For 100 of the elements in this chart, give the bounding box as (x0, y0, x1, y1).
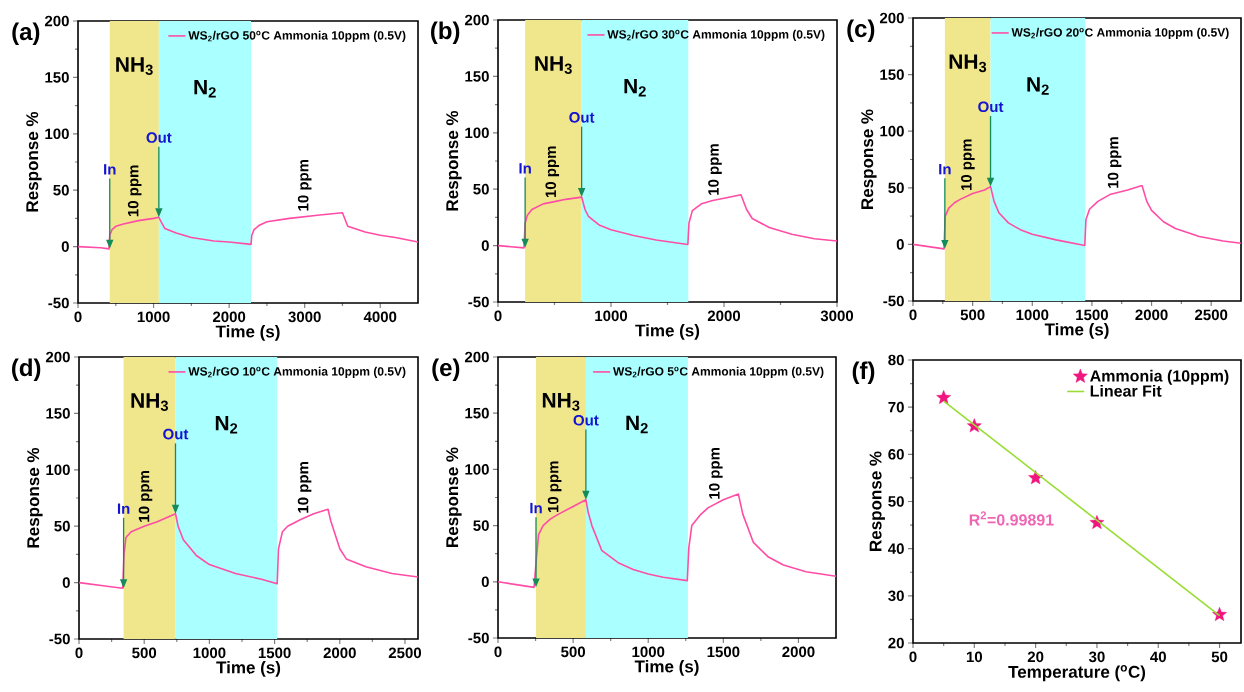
x-tick-label: 1500 (258, 647, 291, 659)
legend-label: Linear Fit (1090, 384, 1162, 397)
y-tick-label: -50 (49, 633, 70, 645)
x-tick-label: 500 (132, 647, 157, 659)
x-tick-label: 0 (909, 651, 917, 663)
y-tick-label: 100 (46, 464, 70, 476)
chart-title: (a) (12, 22, 40, 45)
band-label: NH$_{3}$ (116, 57, 153, 75)
annotation: R$^{2}$=0.99891 (969, 511, 1054, 526)
point (936, 390, 951, 404)
y-tick-label: 80 (888, 354, 904, 366)
y-axis-title: Response % (27, 447, 43, 548)
x-tick-label: 0 (494, 310, 502, 322)
annotation: Out (978, 101, 1004, 113)
y-axis-title: Response % (446, 447, 462, 547)
y-tick-label: 40 (888, 543, 904, 554)
legend-label: Ammonia (10ppm) (1090, 369, 1229, 385)
band-label: N$_{2}$ (1027, 77, 1049, 95)
x-tick-label: 2000 (212, 311, 246, 323)
y-tick-label: 150 (465, 407, 489, 419)
y-tick-label: 0 (481, 240, 489, 251)
y-axis-title: Response % (869, 451, 885, 551)
annotation: In (104, 164, 116, 175)
x-axis-title: Temperature ($^{o}$C) (1008, 665, 1146, 682)
annotation: In (117, 503, 130, 514)
x-axis-title: Time (s) (1044, 323, 1109, 339)
y-tick-label: -50 (48, 297, 69, 309)
annotation: In (939, 164, 951, 175)
annotation: In (530, 502, 542, 514)
x-tick-label: 1000 (137, 311, 170, 323)
y-tick-label: 0 (896, 239, 904, 250)
x-tick-label: 3000 (820, 310, 854, 322)
band-label: NH$_{3}$ (542, 393, 580, 411)
x-tick-label: 3000 (288, 311, 321, 323)
x-tick-label: 0 (75, 647, 83, 659)
x-tick-label: 2000 (782, 646, 815, 658)
x-tick-label: 1000 (1016, 309, 1049, 321)
x-tick-label: 0 (74, 311, 82, 323)
y-tick-label: 0 (61, 241, 69, 252)
annotation: 10 ppm (961, 139, 975, 191)
y-tick-label: 200 (45, 351, 70, 363)
y-tick-label: 150 (465, 71, 489, 82)
legend-label: WS$_{2}$/rGO 20$^{o}$C Ammonia 10ppm (0.5V) (1011, 27, 1229, 40)
band-label: N$_{2}$ (624, 78, 646, 97)
x-tick-label: 10 (966, 651, 983, 663)
x-axis-title: Time (s) (216, 661, 281, 677)
y-tick-label: 100 (465, 464, 489, 475)
annotation: 10 ppm (545, 146, 560, 198)
x-tick-label: 1000 (193, 647, 226, 659)
y-tick-label: 50 (888, 182, 904, 194)
x-tick-label: 50 (1211, 651, 1228, 663)
y-tick-label: -50 (468, 632, 489, 644)
x-tick-label: 2500 (388, 647, 422, 659)
x-tick-label: 2000 (707, 310, 741, 322)
y-tick-label: 200 (44, 15, 69, 27)
y-tick-label: 100 (45, 128, 69, 140)
x-axis-title: Time (s) (634, 660, 699, 676)
y-tick-label: 50 (473, 183, 489, 195)
annotation: 10 ppm (547, 461, 562, 513)
band-label: N$_{2}$ (626, 415, 648, 434)
band-label: N$_{2}$ (194, 79, 216, 98)
legend-label: WS$_{2}$/rGO 50$^{o}$C Ammonia 10ppm (0.5V) (188, 30, 406, 43)
x-tick-label: 0 (909, 309, 917, 321)
annotation: 10 ppm (1107, 137, 1122, 188)
chart-title: (c) (847, 19, 875, 42)
y-tick-label: 150 (45, 72, 69, 83)
x-tick-label: 4000 (363, 311, 397, 323)
band-label: NH$_{3}$ (949, 54, 987, 73)
chart-title: (b) (431, 21, 460, 44)
annotation: 10 ppm (709, 448, 723, 499)
legend-label: WS$_{2}$/rGO 10$^{o}$C Ammonia 10ppm (0.5V) (188, 366, 406, 379)
annotation: 10 ppm (297, 159, 312, 211)
annotation: Out (569, 112, 595, 123)
chart-title: (e) (432, 358, 460, 381)
y-tick-label: 50 (54, 520, 70, 532)
legend-label: WS$_{2}$/rGO 5$^{o}$C Ammonia 10ppm (0.5V) (613, 366, 824, 378)
x-tick-label: 40 (1150, 651, 1166, 663)
y-tick-label: 200 (464, 14, 489, 26)
y-tick-label: 60 (888, 449, 904, 460)
x-tick-label: 1500 (707, 646, 740, 658)
x-axis-title: Time (s) (635, 324, 700, 340)
band-label: N$_{2}$ (215, 415, 238, 434)
x-tick-label: 1000 (632, 646, 665, 658)
x-tick-label: 2000 (323, 647, 356, 659)
annotation: 10 ppm (297, 462, 312, 513)
y-tick-label: 150 (880, 69, 904, 80)
y-tick-label: -50 (883, 295, 904, 307)
x-tick-label: 1000 (595, 310, 628, 322)
band-label: NH$_{3}$ (535, 56, 572, 74)
y-axis-title: Response % (26, 111, 42, 212)
y-tick-label: 100 (465, 127, 489, 139)
y-tick-label: 50 (53, 184, 69, 196)
y-tick-label: 50 (473, 520, 489, 531)
y-tick-label: 200 (879, 12, 904, 24)
x-tick-label: 20 (1027, 651, 1044, 663)
annotation: Out (573, 414, 599, 426)
annotation: Out (146, 132, 172, 143)
y-tick-label: -50 (468, 296, 489, 308)
annotation: Out (163, 428, 189, 440)
y-tick-label: 100 (880, 125, 904, 137)
